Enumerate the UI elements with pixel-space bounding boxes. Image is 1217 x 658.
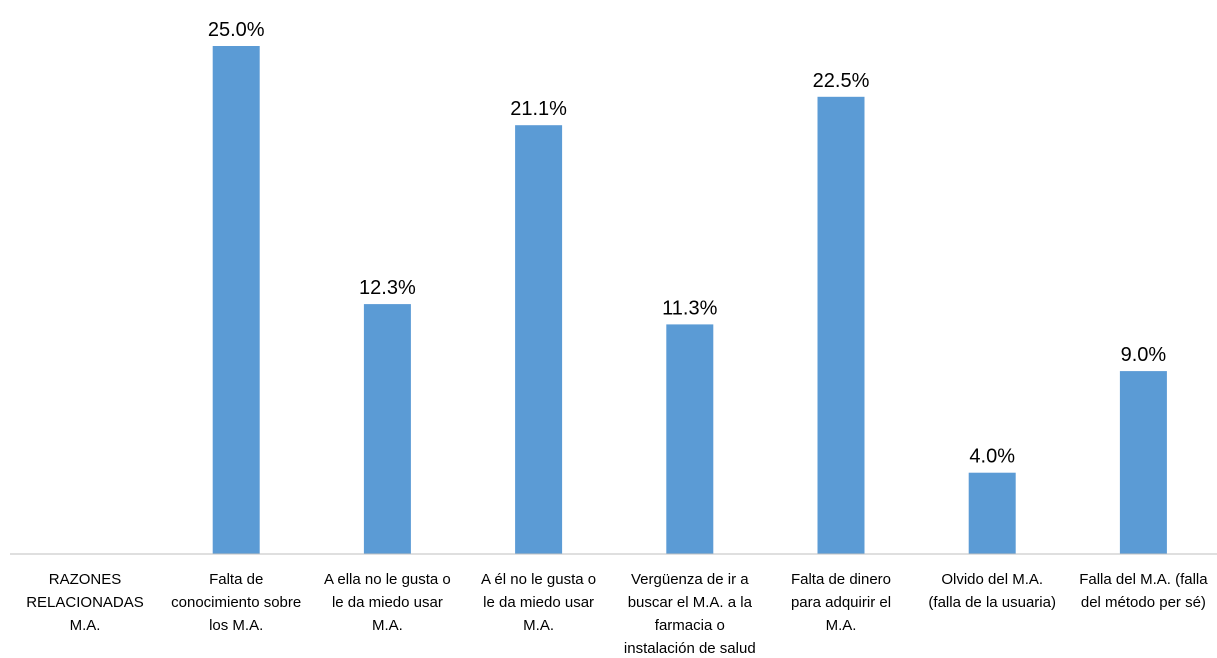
data-label-4: 11.3% — [662, 297, 717, 319]
category-label-2-line-2: M.A. — [372, 617, 403, 634]
data-label-1: 25.0% — [208, 19, 265, 41]
category-label-5-line-2: M.A. — [826, 617, 857, 634]
bar-1 — [212, 46, 260, 554]
bar-5 — [817, 96, 865, 555]
category-label-2-line-0: A ella no le gusta o — [324, 571, 451, 588]
category-label-6: Olvido del M.A. (falla de la usuaria) — [928, 571, 1056, 611]
category-label-4-line-1: buscar el M.A. a la — [628, 594, 753, 611]
category-label-1-line-2: los M.A. — [209, 617, 263, 634]
data-label-5: 22.5% — [813, 70, 870, 92]
category-label-6-line-0: Olvido del M.A. — [941, 571, 1043, 588]
category-label-0-line-1: RELACIONADAS — [26, 594, 144, 611]
category-labels-group: RAZONES RELACIONADAS M.A. Falta de conocimie… — [26, 571, 1208, 657]
data-label-7: 9.0% — [1121, 344, 1167, 366]
category-label-7-line-0: Falla del M.A. (falla — [1079, 571, 1208, 588]
category-label-0: RAZONES RELACIONADAS M.A. — [26, 571, 144, 634]
category-label-4-line-3: instalación de salud — [624, 640, 756, 657]
category-label-5: Falta de dinero para adquirir el M.A. — [791, 571, 891, 634]
data-labels-group: 25.0% 12.3% 21.1% 11.3% 22.5% 4.0% 9.0% — [208, 19, 1167, 468]
category-label-3: A él no le gusta o le da miedo usar M.A. — [481, 571, 596, 634]
category-label-7: Falla del M.A. (falla del método per sé) — [1079, 571, 1208, 611]
category-label-2: A ella no le gusta o le da miedo usar M.A. — [324, 571, 451, 634]
category-label-0-line-2: M.A. — [70, 617, 101, 634]
category-label-5-line-1: para adquirir el — [791, 594, 891, 611]
bar-3 — [515, 125, 563, 554]
bar-2 — [363, 304, 411, 554]
bars-group — [212, 46, 1167, 555]
category-label-3-line-0: A él no le gusta o — [481, 571, 596, 588]
category-label-1-line-0: Falta de — [209, 571, 263, 588]
data-label-2: 12.3% — [359, 277, 416, 299]
data-label-6: 4.0% — [969, 446, 1015, 468]
data-label-3: 21.1% — [510, 98, 567, 120]
category-label-4-line-0: Vergüenza de ir a — [631, 571, 749, 588]
category-label-6-line-1: (falla de la usuaria) — [928, 594, 1056, 611]
category-label-4: Vergüenza de ir a buscar el M.A. a la farm… — [624, 571, 756, 657]
category-label-4-line-2: farmacia o — [655, 617, 725, 634]
category-label-1: Falta de conocimiento sobre los M.A. — [171, 571, 301, 634]
category-label-3-line-2: M.A. — [523, 617, 554, 634]
bar-6 — [968, 472, 1016, 554]
bar-4 — [666, 324, 714, 554]
category-label-2-line-1: le da miedo usar — [332, 594, 443, 611]
category-label-3-line-1: le da miedo usar — [483, 594, 594, 611]
category-label-5-line-0: Falta de dinero — [791, 571, 891, 588]
category-label-7-line-1: del método per sé) — [1081, 594, 1206, 611]
category-label-1-line-1: conocimiento sobre — [171, 594, 301, 611]
bar-7 — [1119, 371, 1167, 554]
category-label-0-line-0: RAZONES — [49, 571, 122, 588]
